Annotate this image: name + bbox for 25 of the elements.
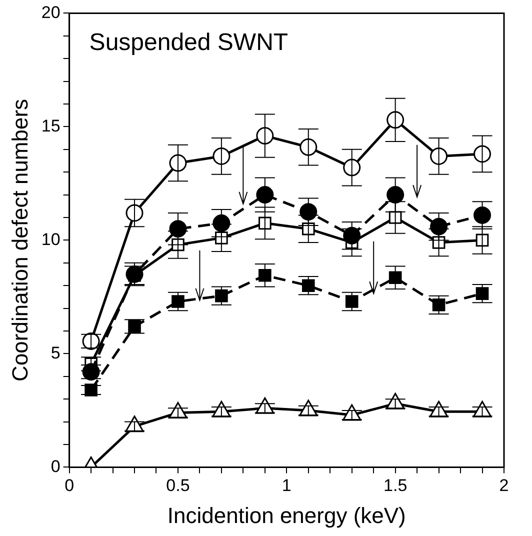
point (474, 206, 492, 224)
x-axis-title: Incidention energy (keV) (167, 502, 406, 528)
point (256, 186, 274, 204)
x-tick-label: 2 (499, 476, 509, 496)
point (169, 154, 187, 172)
y-tick-label: 0 (50, 456, 60, 476)
point (256, 127, 274, 145)
x-tick-label: 0 (64, 476, 74, 496)
point (343, 158, 361, 176)
point (212, 147, 230, 165)
x-tick-label: 1 (282, 476, 292, 496)
y-tick-label: 5 (50, 343, 60, 362)
y-axis-title: Coordination defect numbers (7, 98, 32, 382)
point (386, 111, 404, 129)
point (430, 147, 448, 165)
x-tick-label: 0.5 (166, 476, 190, 496)
annotation: Suspended SWNT (89, 28, 288, 56)
y-tick-label: 10 (41, 230, 60, 249)
x-tick-label: 1.5 (384, 476, 408, 496)
point (474, 145, 492, 163)
y-tick-label: 20 (41, 2, 60, 22)
y-tick-label: 15 (41, 116, 60, 136)
point (126, 204, 144, 222)
point (300, 138, 318, 156)
point (258, 216, 272, 230)
